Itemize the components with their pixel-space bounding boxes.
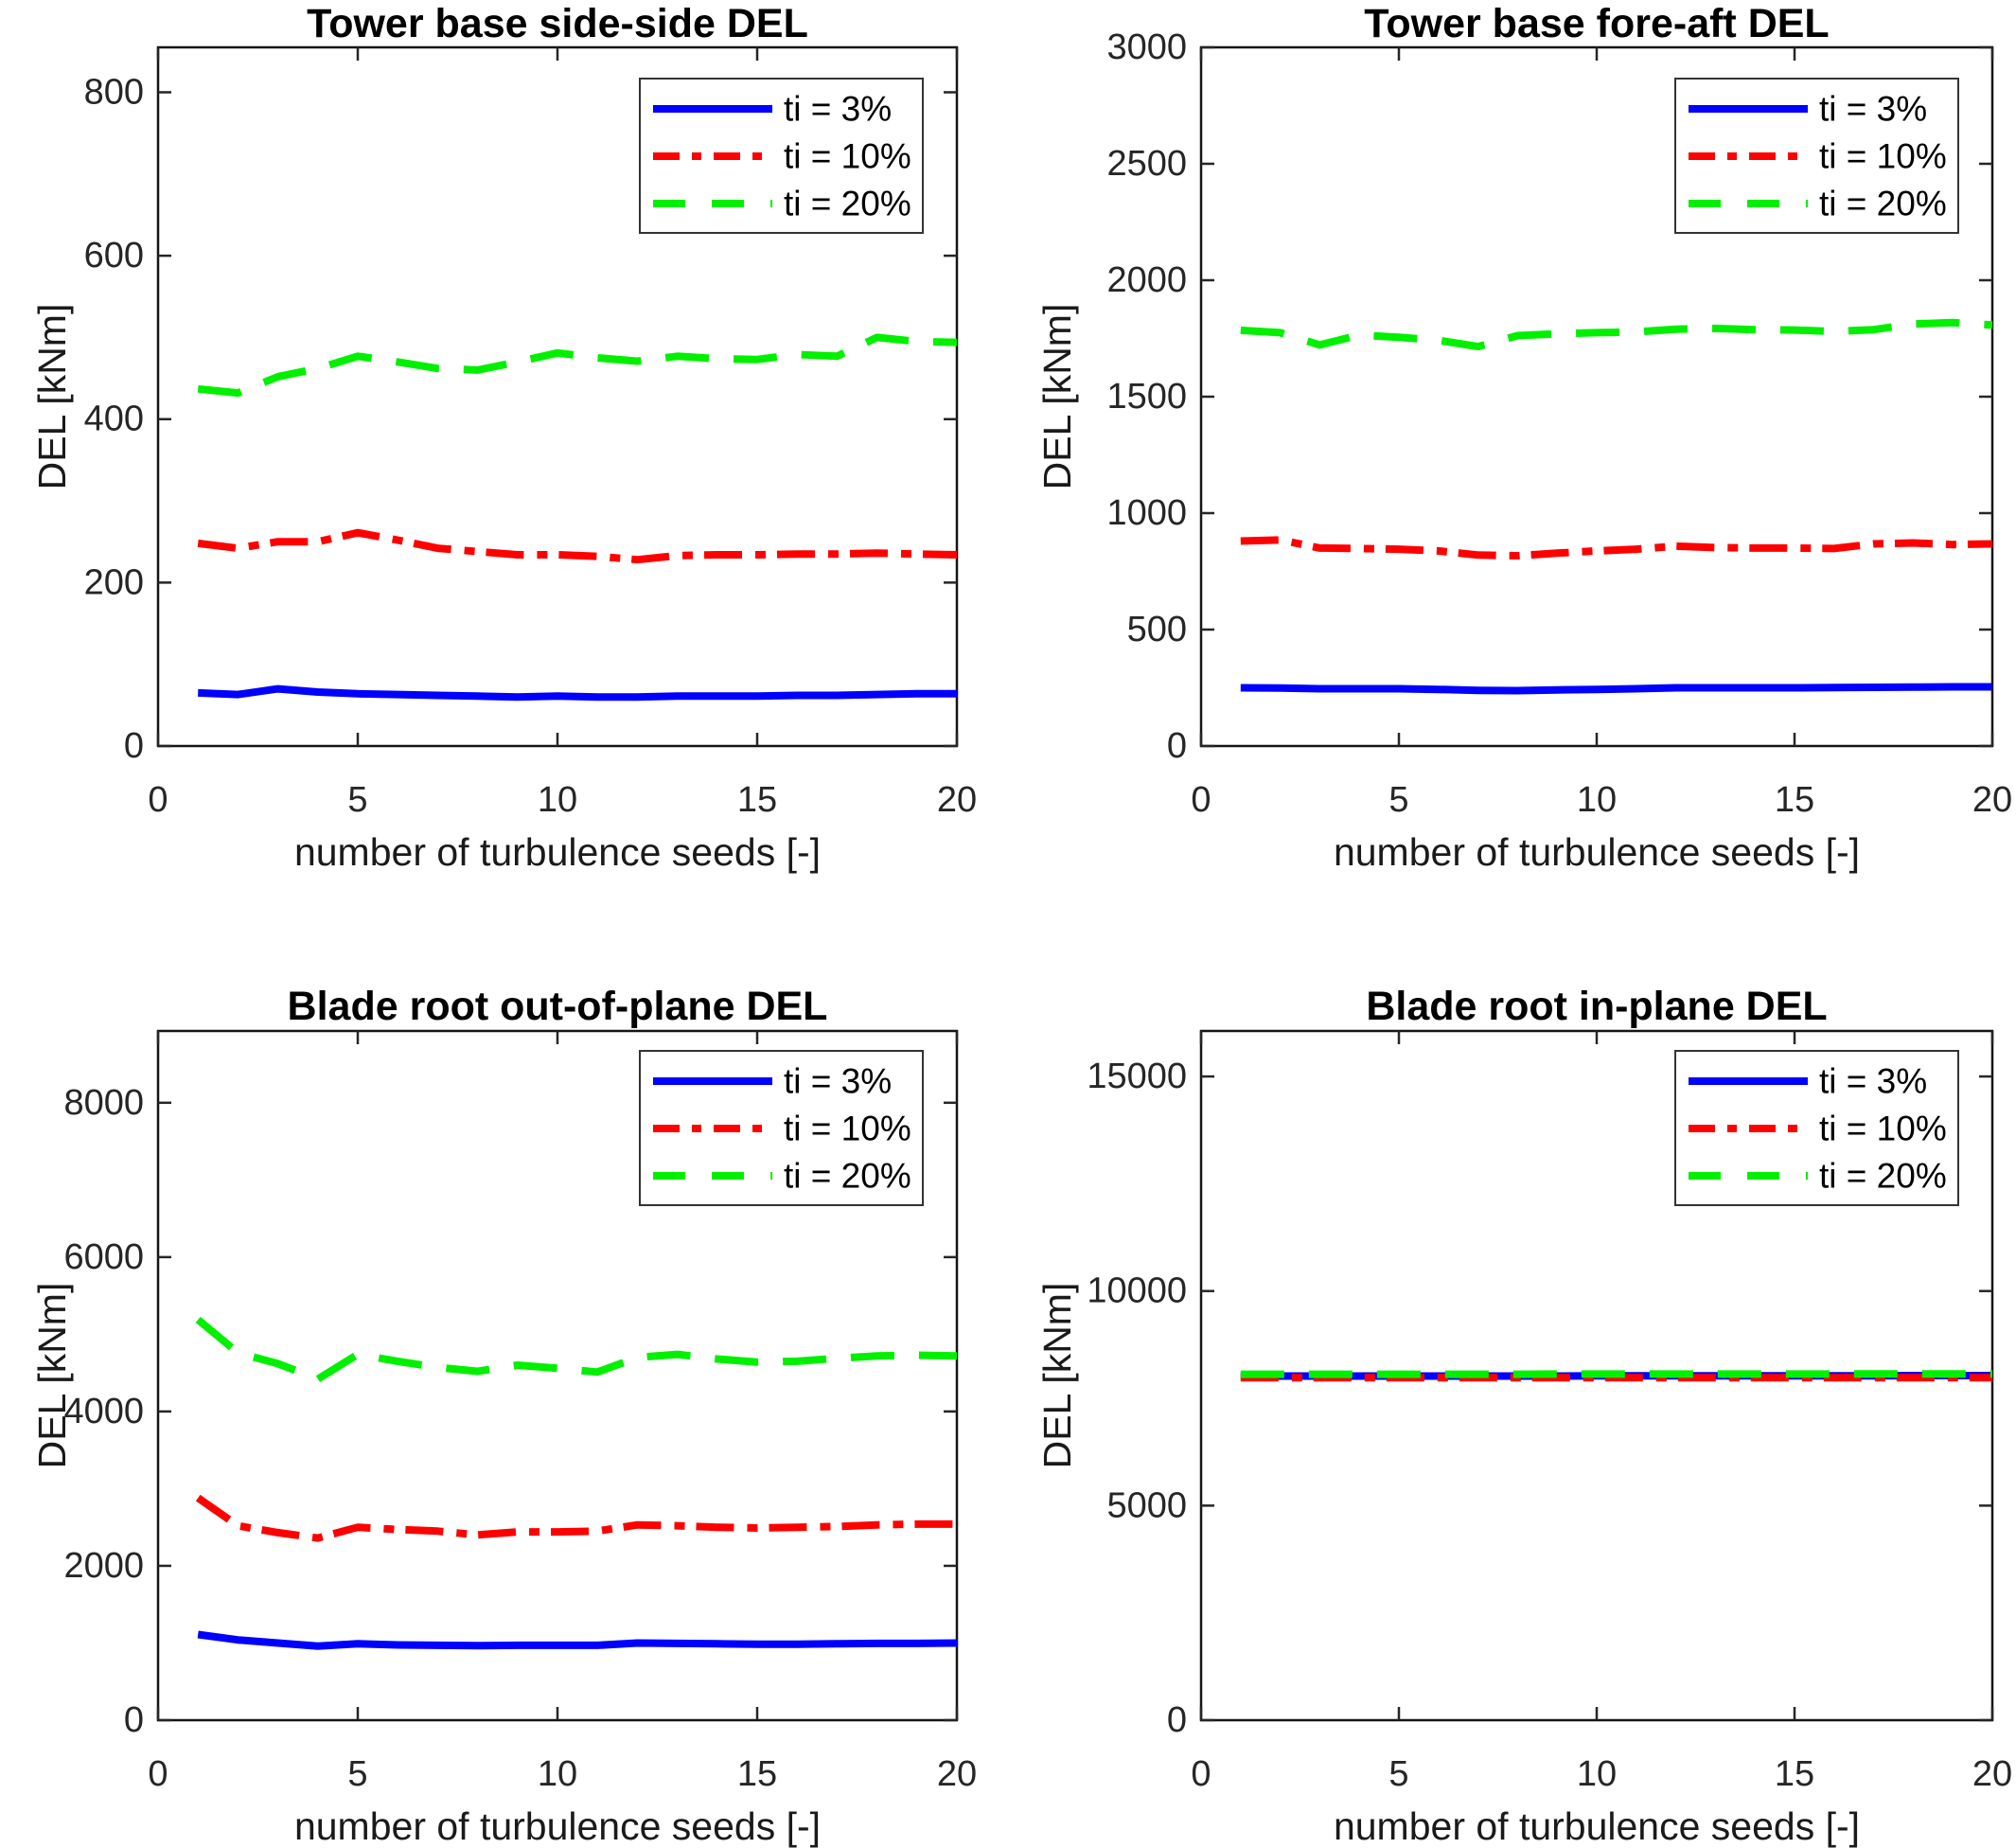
legend-entry-label: ti = 20%: [784, 185, 911, 223]
x-axis-label: number of turbulence seeds [-]: [294, 830, 821, 874]
y-axis-label: DEL [kNm]: [30, 304, 74, 490]
x-tick-label: 5: [1388, 780, 1408, 820]
x-tick-label: 5: [347, 780, 367, 820]
y-tick-label: 10000: [1087, 1271, 1187, 1311]
x-tick-label: 15: [1775, 780, 1814, 820]
subplot-tower-base-fore-aft-del: 0 5 10 15 20 0 500 1000 1500 2000 2500 3000 ti = 3% t…: [1035, 1, 2012, 874]
y-tick-label: 600: [84, 236, 144, 275]
plot-title: Tower base fore-aft DEL: [1364, 1, 1829, 46]
y-tick-label: 400: [84, 400, 144, 439]
subplot-blade-root-out-of-plane-del: 0 5 10 15 20 0 2000 4000 6000 8000 ti = 3% ti = 10%…: [30, 984, 977, 1848]
series-line-ti-20: [195, 1316, 958, 1383]
legend-entry-label: ti = 3%: [1819, 90, 1927, 129]
series-line-ti-20: [1240, 318, 1993, 351]
x-tick-label: 20: [937, 780, 977, 820]
x-tick-label: 5: [1388, 1754, 1408, 1794]
x-tick-label: 15: [737, 780, 777, 820]
x-tick-label: 5: [347, 1754, 367, 1794]
legend-entry-label: ti = 20%: [1819, 1157, 1947, 1196]
series-line-ti-10: [1240, 536, 1993, 560]
y-tick-label: 200: [84, 562, 144, 602]
legend-entry-label: ti = 10%: [784, 1110, 911, 1148]
y-tick-label: 500: [1127, 610, 1187, 649]
y-tick-label: 2000: [63, 1546, 144, 1586]
plot-title: Blade root in-plane DEL: [1366, 984, 1827, 1029]
plot-title: Blade root out-of-plane DEL: [288, 984, 828, 1029]
legend-box: [639, 1050, 924, 1206]
series-line-ti-3: [197, 1630, 958, 1650]
y-tick-label: 4000: [63, 1392, 144, 1431]
y-tick-label: 1500: [1106, 377, 1187, 417]
y-tick-label: 8000: [63, 1083, 144, 1123]
x-tick-label: 15: [737, 1754, 777, 1794]
x-axis-label: number of turbulence seeds [-]: [1334, 1804, 1860, 1848]
legend-box: [639, 78, 924, 234]
y-tick-label: 0: [1167, 726, 1187, 766]
y-tick-label: 0: [124, 726, 144, 766]
y-tick-label: 0: [1167, 1700, 1187, 1740]
x-tick-label: 20: [1972, 1754, 2012, 1794]
y-axis-label: DEL [kNm]: [30, 1283, 74, 1469]
plot-layer: 0 5 10 15 20 0 2000 4000 6000 8000 ti = 3% ti = 10%…: [63, 1029, 977, 1794]
x-tick-label: 20: [1972, 780, 2012, 820]
y-axis-label: DEL [kNm]: [1035, 1283, 1079, 1469]
series-line-ti-10: [197, 528, 958, 564]
legend-entry-label: ti = 20%: [1819, 185, 1947, 223]
subplot-blade-root-in-plane-del: 0 5 10 15 20 0 5000 10000 15000 ti = 3% ti = 10% ti…: [1035, 984, 2012, 1848]
plot-layer: 0 5 10 15 20 0 5000 10000 15000 ti = 3% ti = 10% ti…: [1087, 1029, 2012, 1794]
y-tick-label: 2500: [1106, 144, 1187, 184]
y-tick-label: 1000: [1106, 493, 1187, 533]
legend-entry-label: ti = 3%: [784, 1062, 892, 1101]
legend-entry-label: ti = 20%: [784, 1157, 911, 1196]
series-line-ti-3: [198, 684, 957, 702]
series-line-ti-3: [1240, 683, 1992, 695]
legend-entry-label: ti = 10%: [1819, 137, 1947, 176]
legend-box: [1674, 78, 1959, 234]
x-axis-label: number of turbulence seeds [-]: [1334, 830, 1860, 874]
plot-title: Tower base side-side DEL: [307, 1, 808, 46]
plot-layer: 0 5 10 15 20 0 500 1000 1500 2000 2500 3000 ti = 3% t…: [1106, 27, 2012, 820]
legend-entry-label: ti = 3%: [1819, 1062, 1927, 1101]
y-tick-label: 15000: [1087, 1057, 1187, 1096]
legend-entry-label: ti = 10%: [1819, 1110, 1947, 1148]
x-tick-label: 10: [1577, 1754, 1617, 1794]
legend-box: [1674, 1050, 1959, 1206]
x-tick-label: 0: [148, 780, 168, 820]
legend-entry-label: ti = 10%: [784, 137, 911, 176]
series-line-ti-10: [195, 1494, 957, 1542]
legend-entry-label: ti = 3%: [784, 90, 892, 129]
y-tick-label: 800: [84, 72, 144, 112]
x-tick-label: 10: [1577, 780, 1617, 820]
x-tick-label: 20: [937, 1754, 977, 1794]
x-tick-label: 10: [538, 780, 577, 820]
x-axis-label: number of turbulence seeds [-]: [294, 1804, 821, 1848]
x-tick-label: 0: [1191, 1754, 1211, 1794]
x-tick-label: 0: [1191, 780, 1211, 820]
y-tick-label: 6000: [63, 1237, 144, 1277]
x-tick-label: 15: [1775, 1754, 1814, 1794]
y-tick-label: 2000: [1106, 260, 1187, 300]
y-axis-label: DEL [kNm]: [1035, 304, 1079, 490]
y-tick-label: 5000: [1106, 1485, 1187, 1525]
y-tick-label: 0: [124, 1700, 144, 1740]
series-line-ti-20: [197, 333, 958, 398]
x-tick-label: 0: [148, 1754, 168, 1794]
x-tick-label: 10: [538, 1754, 577, 1794]
y-tick-label: 3000: [1106, 27, 1187, 67]
